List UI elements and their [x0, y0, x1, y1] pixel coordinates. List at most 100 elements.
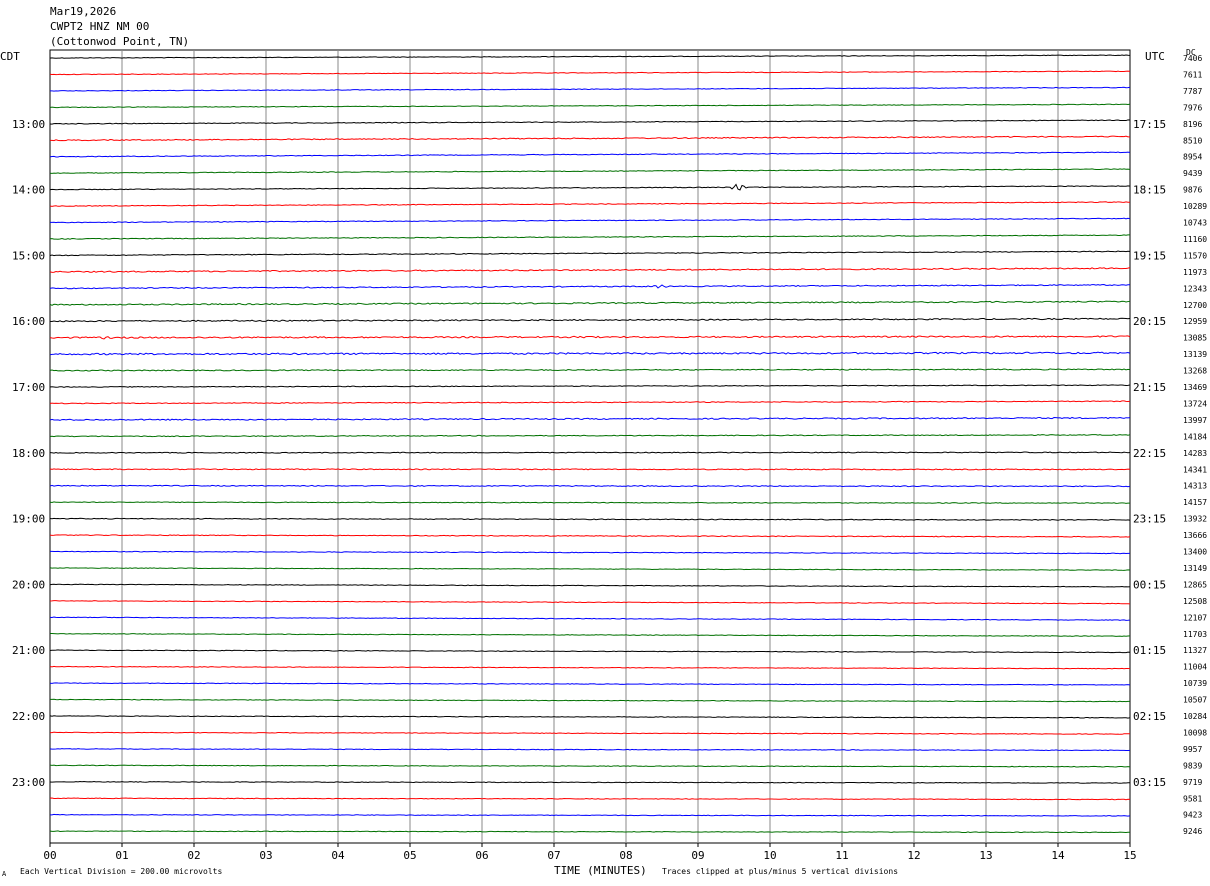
trace-line: [49, 517, 1131, 521]
trace-line: [49, 764, 1131, 768]
trace-line: [49, 368, 1131, 372]
station-location: (Cottonwod Point, TN): [50, 35, 190, 48]
trace-line: [49, 501, 1131, 504]
x-tick-label: 05: [403, 849, 416, 862]
dc-column-header: DC: [1186, 48, 1196, 57]
dc-value: 13724: [1183, 399, 1207, 408]
trace-line: [49, 665, 1131, 670]
dc-value: 9719: [1183, 778, 1202, 787]
dc-value: 14184: [1183, 432, 1207, 441]
dc-value: 13139: [1183, 350, 1207, 359]
dc-value: 7787: [1183, 87, 1202, 96]
trace-line: [49, 632, 1131, 637]
trace-line: [49, 731, 1130, 735]
dc-value: 14341: [1183, 465, 1207, 474]
trace-line: [49, 781, 1131, 784]
trace-line: [49, 416, 1131, 421]
trace-line: [49, 335, 1131, 340]
dc-value: 14157: [1183, 498, 1207, 507]
left-hour-label: 13:00: [12, 118, 45, 131]
x-tick-label: 15: [1123, 849, 1136, 862]
left-hour-label: 20:00: [12, 578, 45, 591]
dc-value: 12700: [1183, 301, 1207, 310]
trace-line: [49, 267, 1131, 273]
trace-line: [49, 567, 1131, 571]
trace-line: [49, 250, 1131, 257]
dc-value: 9439: [1183, 169, 1202, 178]
trace-line: [49, 86, 1131, 92]
plot-frame: [49, 49, 1131, 844]
trace-line: [49, 748, 1131, 752]
dc-value: 9581: [1183, 794, 1202, 803]
left-hour-label: 15:00: [12, 249, 45, 262]
trace-line: [49, 434, 1131, 438]
dc-value: 10284: [1183, 712, 1207, 721]
trace-line: [49, 649, 1131, 654]
trace-line: [49, 317, 1131, 323]
left-hour-label: 18:00: [12, 447, 45, 460]
scale-note: Each Vertical Division = 200.00 microvol…: [20, 867, 223, 876]
trace-line: [49, 135, 1131, 142]
x-tick-label: 01: [115, 849, 128, 862]
dc-value: 13932: [1183, 515, 1207, 524]
dc-value: 11327: [1183, 646, 1207, 655]
left-hour-label: 22:00: [12, 710, 45, 723]
dc-value: 12959: [1183, 317, 1207, 326]
x-tick-label: 02: [187, 849, 200, 862]
trace-line: [49, 830, 1131, 834]
left-hour-label: 19:00: [12, 513, 45, 526]
right-hour-label: 22:15: [1133, 447, 1166, 460]
left-timezone-label: CDT: [0, 50, 20, 63]
dc-value: 12343: [1183, 284, 1207, 293]
trace-line: [49, 583, 1131, 588]
dc-value: 13469: [1183, 383, 1207, 392]
trace-line: [49, 168, 1131, 174]
right-hour-label: 02:15: [1133, 710, 1166, 723]
trace-line: [49, 715, 1131, 719]
trace-line: [49, 682, 1131, 686]
dc-value: 13268: [1183, 367, 1207, 376]
right-hour-label: 03:15: [1133, 776, 1166, 789]
dc-value: 10098: [1183, 728, 1207, 737]
dc-value: 8196: [1183, 120, 1202, 129]
trace-line: [49, 534, 1131, 538]
trace-line: [49, 201, 1131, 207]
plot-date: Mar19,2026: [50, 5, 117, 18]
trace-line: [49, 119, 1131, 125]
right-hour-label: 00:15: [1133, 578, 1166, 591]
right-hour-label: 21:15: [1133, 381, 1166, 394]
trace-line: [49, 351, 1131, 356]
x-tick-label: 03: [259, 849, 272, 862]
right-hour-label: 01:15: [1133, 644, 1166, 657]
left-hour-label: 16:00: [12, 315, 45, 328]
trace-line: [49, 217, 1131, 224]
trace-line: [49, 600, 1131, 605]
x-tick-label: 08: [619, 849, 632, 862]
dc-value: 8510: [1183, 136, 1202, 145]
dc-value: 10507: [1183, 696, 1207, 705]
right-timezone-label: UTC: [1145, 50, 1165, 63]
x-tick-label: 04: [331, 849, 345, 862]
dc-value: 13085: [1183, 334, 1207, 343]
axis-labels: 00 01 02 03 04 05 06 07 08 09 10 11 12 13 14 15 13:00 14:…: [12, 54, 1207, 862]
dc-value: 9876: [1183, 186, 1202, 195]
dc-value: 8954: [1183, 153, 1202, 162]
trace-line: [49, 70, 1131, 76]
dc-value: 10289: [1183, 202, 1207, 211]
dc-value: 7611: [1183, 70, 1202, 79]
left-hour-label: 21:00: [12, 644, 45, 657]
right-hour-label: 19:15: [1133, 249, 1166, 262]
x-tick-label: 14: [1051, 849, 1065, 862]
clip-note: Traces clipped at plus/minus 5 vertical …: [662, 867, 899, 876]
trace-line: [49, 384, 1131, 388]
dc-value: 9423: [1183, 811, 1202, 820]
left-hour-label: 23:00: [12, 776, 45, 789]
right-hour-label: 20:15: [1133, 315, 1166, 328]
seismic-traces: [49, 54, 1131, 834]
right-hour-label: 18:15: [1133, 184, 1166, 197]
x-tick-label: 13: [979, 849, 992, 862]
trace-line: [49, 400, 1131, 405]
trace-line: [49, 283, 1131, 290]
corner-mark: A: [2, 870, 7, 878]
dc-value: 9246: [1183, 827, 1202, 836]
